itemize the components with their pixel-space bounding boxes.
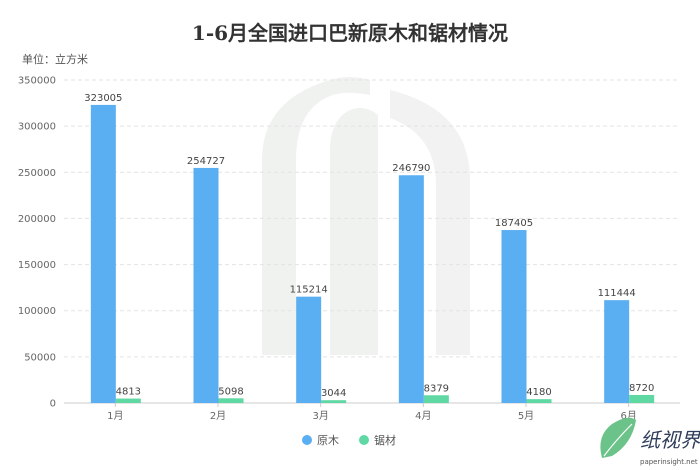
bar-log-2	[193, 167, 219, 403]
brand-name: 纸视界	[640, 428, 700, 452]
legend: 原木 锯材	[302, 433, 396, 447]
data-label: 323005	[84, 93, 122, 104]
y-tick-label: 100000	[18, 306, 56, 317]
data-label: 8720	[629, 383, 654, 394]
x-tick-label: 4月	[415, 410, 431, 422]
data-label: 115214	[290, 285, 328, 296]
x-axis: 1月 2月 3月 4月 5月 6月	[107, 403, 637, 422]
data-label: 187405	[495, 218, 533, 229]
legend-marker	[302, 435, 312, 445]
data-label: 5098	[218, 386, 243, 397]
y-tick-label: 300000	[18, 122, 56, 133]
bar-sawn-6	[629, 394, 655, 403]
bar-sawn-3	[321, 400, 347, 403]
bar-log-6	[604, 300, 630, 403]
data-label: 3044	[321, 388, 346, 399]
legend-label: 锯材	[374, 433, 396, 447]
chart-title: 1-6月全国进口巴新原木和锯材情况	[192, 21, 508, 45]
bar-log-5	[501, 230, 527, 403]
bar-sawn-2	[218, 398, 244, 403]
x-tick-label: 2月	[210, 410, 226, 422]
bar-log-3	[296, 296, 322, 403]
x-tick-label: 5月	[518, 410, 534, 422]
brand-url: paperinsight.net	[640, 458, 698, 466]
y-tick-label: 0	[50, 399, 56, 410]
brand-logo: 纸视界 paperinsight.net	[600, 417, 700, 466]
bar-log-1	[90, 104, 116, 403]
data-label: 4813	[116, 387, 141, 398]
unit-label: 单位：立方米	[22, 52, 88, 66]
bar-sawn-5	[526, 399, 552, 403]
y-tick-label: 200000	[18, 214, 56, 225]
data-label: 254727	[187, 156, 225, 167]
legend-marker	[359, 435, 369, 445]
bar-sawn-1	[115, 398, 141, 403]
x-tick-label: 1月	[107, 410, 123, 422]
bars	[90, 104, 655, 403]
bar-log-4	[398, 175, 424, 403]
y-tick-label: 350000	[18, 76, 56, 87]
data-label: 4180	[526, 387, 551, 398]
y-tick-label: 250000	[18, 168, 56, 179]
x-tick-label: 3月	[312, 410, 328, 422]
data-label: 246790	[392, 163, 430, 174]
y-tick-label: 150000	[18, 260, 56, 271]
gridlines	[64, 79, 680, 404]
legend-label: 原木	[317, 434, 339, 447]
leaf-icon	[600, 417, 636, 458]
data-label: 111444	[598, 288, 636, 299]
data-label: 8379	[424, 383, 449, 394]
watermark-logo	[262, 77, 470, 355]
data-labels: 323005 4813 254727 5098 115214 3044 246790 8379…	[84, 93, 654, 399]
bar-sawn-4	[423, 395, 449, 403]
y-tick-label: 50000	[24, 352, 56, 363]
y-axis: 0 50000 100000 150000 200000 250000 300000 3500…	[18, 76, 56, 410]
